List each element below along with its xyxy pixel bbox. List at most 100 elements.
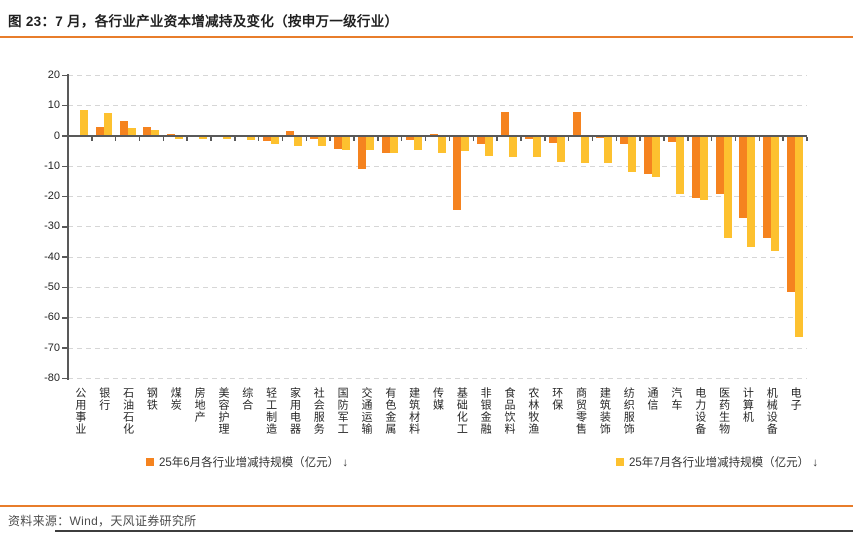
june-bar (620, 136, 629, 145)
x-axis-tick (544, 137, 546, 141)
gridline (68, 74, 807, 76)
x-axis-tick (400, 137, 403, 141)
x-axis-tick (162, 137, 165, 141)
july-bar (747, 136, 756, 247)
june-bar (548, 136, 557, 143)
x-axis-tick (91, 137, 93, 141)
june-bar (739, 136, 748, 218)
figure-title: 图 23：7 月，各行业产业资本增减持及变化（按申万一级行业） (8, 14, 399, 29)
x-axis-label: 医药生物 (717, 387, 730, 435)
gridline (68, 317, 807, 319)
july-bar (389, 136, 398, 153)
y-tick-label: 10 (47, 99, 60, 112)
gridline (68, 165, 807, 167)
x-axis-tick (496, 137, 498, 141)
x-axis-tick (448, 137, 451, 141)
y-axis-line (66, 74, 69, 380)
july-bar (413, 136, 422, 150)
legend-item-july: 25年7月各行业增减持规模（亿元） ↓ (616, 454, 818, 470)
x-axis-tick (591, 137, 594, 141)
x-axis-tick (281, 137, 284, 141)
june-bar (691, 136, 700, 198)
june-bar (429, 133, 438, 136)
july-bar (79, 110, 88, 136)
x-axis-tick (806, 137, 808, 141)
x-axis-label: 钢铁 (145, 387, 158, 411)
x-axis-label: 计算机 (741, 387, 754, 423)
x-axis-label: 银行 (97, 387, 110, 411)
x-axis-tick (734, 137, 737, 141)
june-bar (763, 136, 772, 239)
y-axis-tick (62, 74, 67, 77)
y-axis-tick (62, 104, 67, 107)
x-axis-label: 传媒 (431, 387, 444, 411)
x-axis-tick (305, 137, 308, 141)
x-axis-label: 综合 (240, 387, 253, 411)
june-bar (286, 131, 295, 136)
x-axis-label: 美容护理 (216, 387, 229, 435)
title-underline (0, 36, 853, 38)
june-bar (667, 136, 676, 143)
june-bar (310, 136, 319, 140)
legend-item-june: 25年6月各行业增减持规模（亿元） ↓ (146, 454, 348, 470)
x-axis-label: 家用电器 (288, 387, 301, 435)
july-bar (365, 136, 374, 150)
y-tick-label: -60 (44, 311, 60, 324)
y-tick-label: 20 (47, 68, 60, 81)
x-axis-tick (782, 137, 784, 141)
x-axis-label: 房地产 (193, 387, 206, 423)
y-tick-label: -80 (44, 371, 60, 384)
july-bar (437, 136, 446, 153)
x-axis-label: 建筑材料 (407, 387, 420, 435)
june-bar (715, 136, 724, 194)
july-bar (556, 136, 565, 162)
june-bar (334, 136, 343, 150)
x-axis-tick (353, 137, 355, 141)
y-axis-tick (62, 317, 67, 319)
gridline (68, 256, 807, 258)
x-axis-tick (520, 137, 522, 141)
x-axis-tick (615, 137, 618, 141)
y-tick-label: -10 (44, 159, 60, 172)
july-bar (127, 128, 136, 136)
july-bar (246, 136, 255, 140)
july-bar (318, 136, 327, 146)
x-axis-line (66, 135, 807, 137)
gridline (68, 196, 807, 198)
x-axis-tick (257, 137, 260, 141)
x-axis-label: 商贸零售 (574, 387, 587, 435)
july-bar (604, 136, 613, 164)
july-bar (532, 136, 541, 158)
x-axis-tick (567, 137, 570, 141)
july-bar (580, 136, 589, 164)
x-axis-tick (210, 137, 212, 141)
x-axis-tick (424, 137, 427, 141)
legend-swatch-june (146, 458, 154, 466)
gridline (68, 347, 807, 349)
y-axis-tick (62, 347, 67, 349)
july-bar (723, 136, 732, 238)
june-bar (143, 126, 152, 136)
june-bar (524, 136, 533, 140)
x-axis-label: 轻工制造 (264, 387, 277, 435)
x-axis-label: 食品饮料 (503, 387, 516, 435)
y-axis-tick (62, 256, 67, 258)
june-bar (381, 136, 390, 153)
x-axis-tick (758, 137, 761, 141)
x-axis-label: 社会服务 (312, 387, 325, 435)
july-bar (103, 113, 112, 136)
y-tick-label: -20 (44, 190, 60, 203)
gridline (68, 226, 807, 228)
gridline (68, 377, 807, 379)
july-bar (485, 136, 494, 156)
legend-label-june: 25年6月各行业增减持规模（亿元） ↓ (159, 457, 349, 469)
july-bar (461, 136, 470, 152)
x-axis-label: 电力设备 (693, 387, 706, 435)
y-axis-tick (62, 135, 67, 137)
x-axis-label: 农林牧渔 (526, 387, 539, 435)
x-axis-label: 交通运输 (359, 387, 372, 435)
legend-swatch-july (616, 458, 624, 466)
x-axis-label: 通信 (646, 387, 659, 411)
june-bar (501, 111, 510, 136)
